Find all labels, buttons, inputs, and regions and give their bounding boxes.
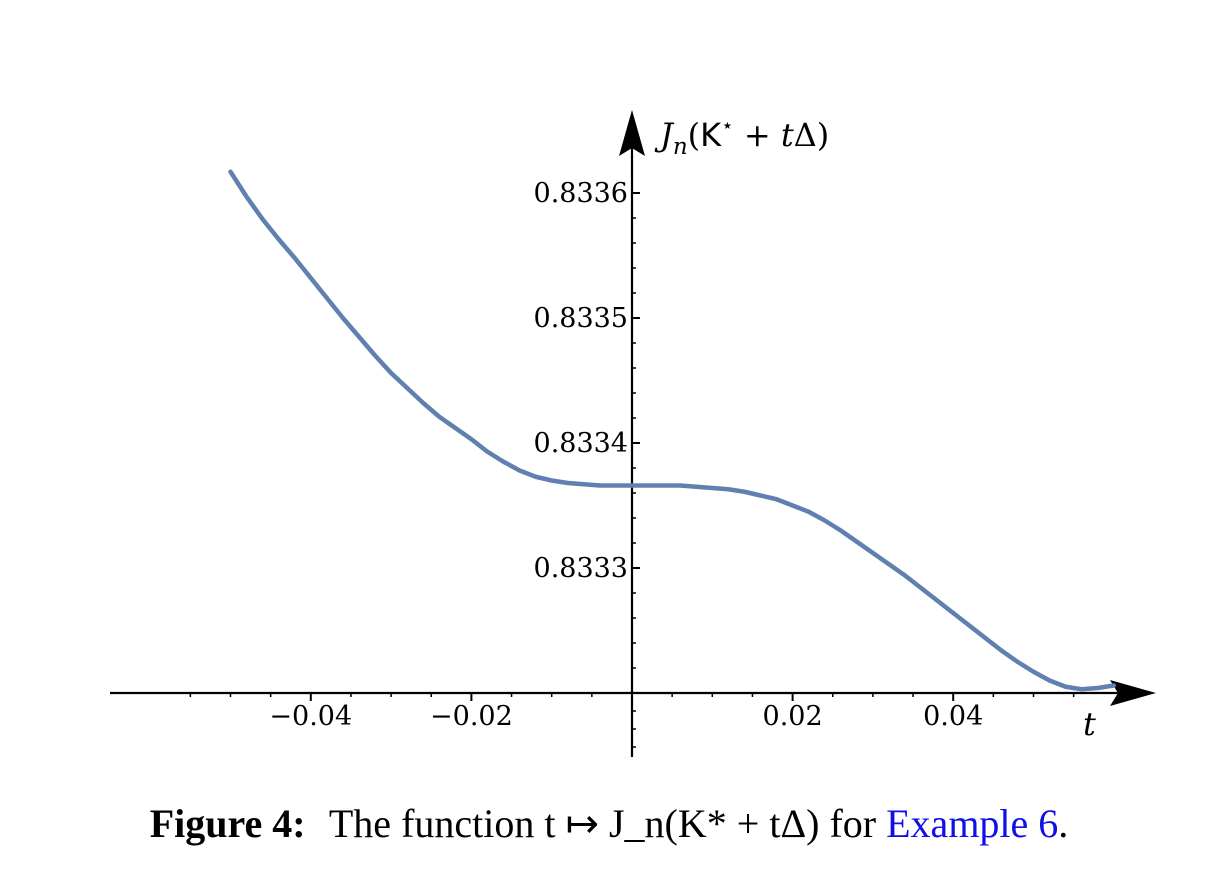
major-ticks (309, 192, 955, 701)
example-link[interactable]: Example 6 (886, 801, 1059, 846)
x-tick-label: 0.04 (923, 701, 983, 732)
x-axis-label: t (1083, 705, 1096, 743)
caption-end: . (1058, 801, 1069, 846)
x-tick-label: 0.02 (763, 701, 823, 732)
y-tick-label: 0.8333 (534, 553, 628, 584)
y-tick-label: 0.8335 (534, 303, 628, 334)
chart: −0.04 −0.02 0.02 0.04 0.8333 0.8334 0.8335 0.83… (110, 110, 1156, 757)
figure-label: Figure 4: (149, 801, 306, 846)
series-line (228, 169, 1117, 692)
caption-text: The function t ↦ J_n(K* + tΔ) for (328, 801, 877, 846)
x-tick-label: −0.04 (269, 701, 352, 732)
figure-caption: Figure 4: The function t ↦ J_n(K* + tΔ) … (0, 800, 1218, 860)
x-axis-arrow (1110, 680, 1156, 706)
y-tick-label: 0.8334 (534, 428, 628, 459)
tick-labels: −0.04 −0.02 0.02 0.04 0.8333 0.8334 0.8335 0.83… (269, 178, 983, 732)
y-axis-arrow (619, 110, 645, 156)
x-tick-label: −0.02 (430, 701, 513, 732)
y-axis-label: Jn(K⋆ + tΔ) (654, 113, 829, 160)
y-tick-label: 0.8336 (534, 178, 628, 209)
